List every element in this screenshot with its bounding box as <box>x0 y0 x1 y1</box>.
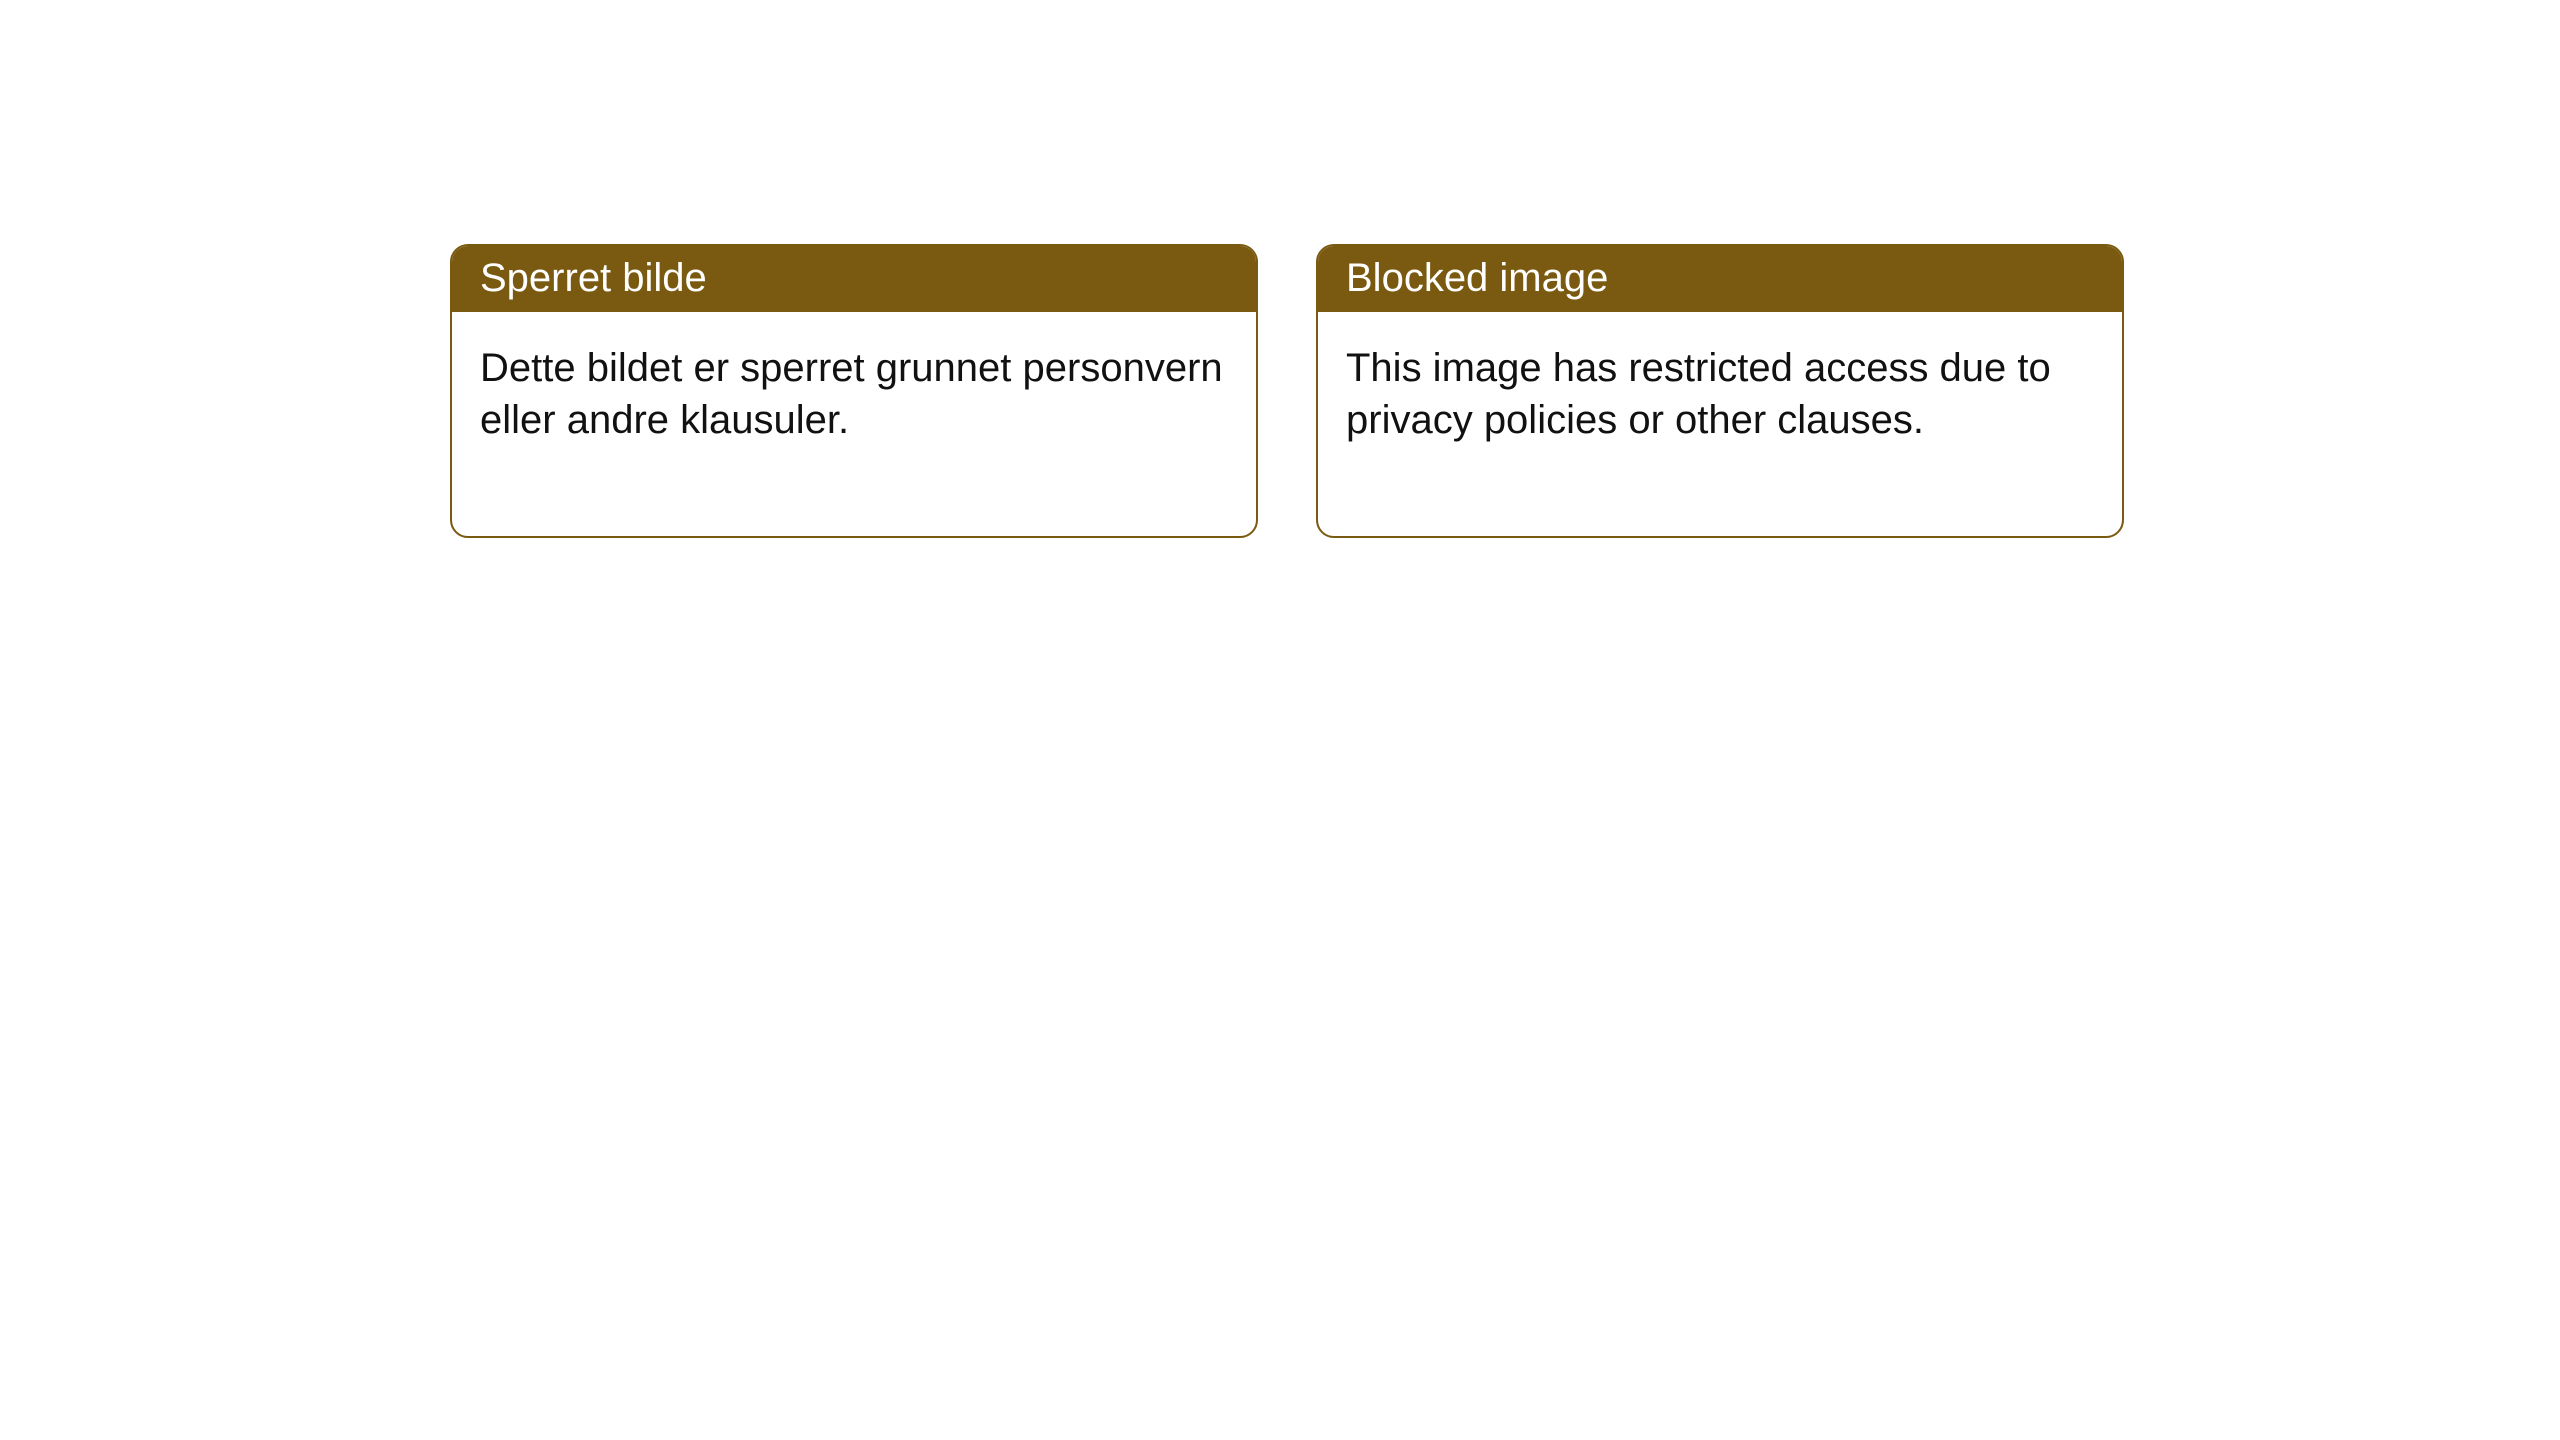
notice-container: Sperret bilde Dette bildet er sperret gr… <box>0 0 2560 538</box>
notice-body-english: This image has restricted access due to … <box>1318 312 2122 536</box>
notice-header-norwegian: Sperret bilde <box>452 246 1256 312</box>
notice-box-norwegian: Sperret bilde Dette bildet er sperret gr… <box>450 244 1258 538</box>
notice-box-english: Blocked image This image has restricted … <box>1316 244 2124 538</box>
notice-header-english: Blocked image <box>1318 246 2122 312</box>
notice-body-norwegian: Dette bildet er sperret grunnet personve… <box>452 312 1256 536</box>
